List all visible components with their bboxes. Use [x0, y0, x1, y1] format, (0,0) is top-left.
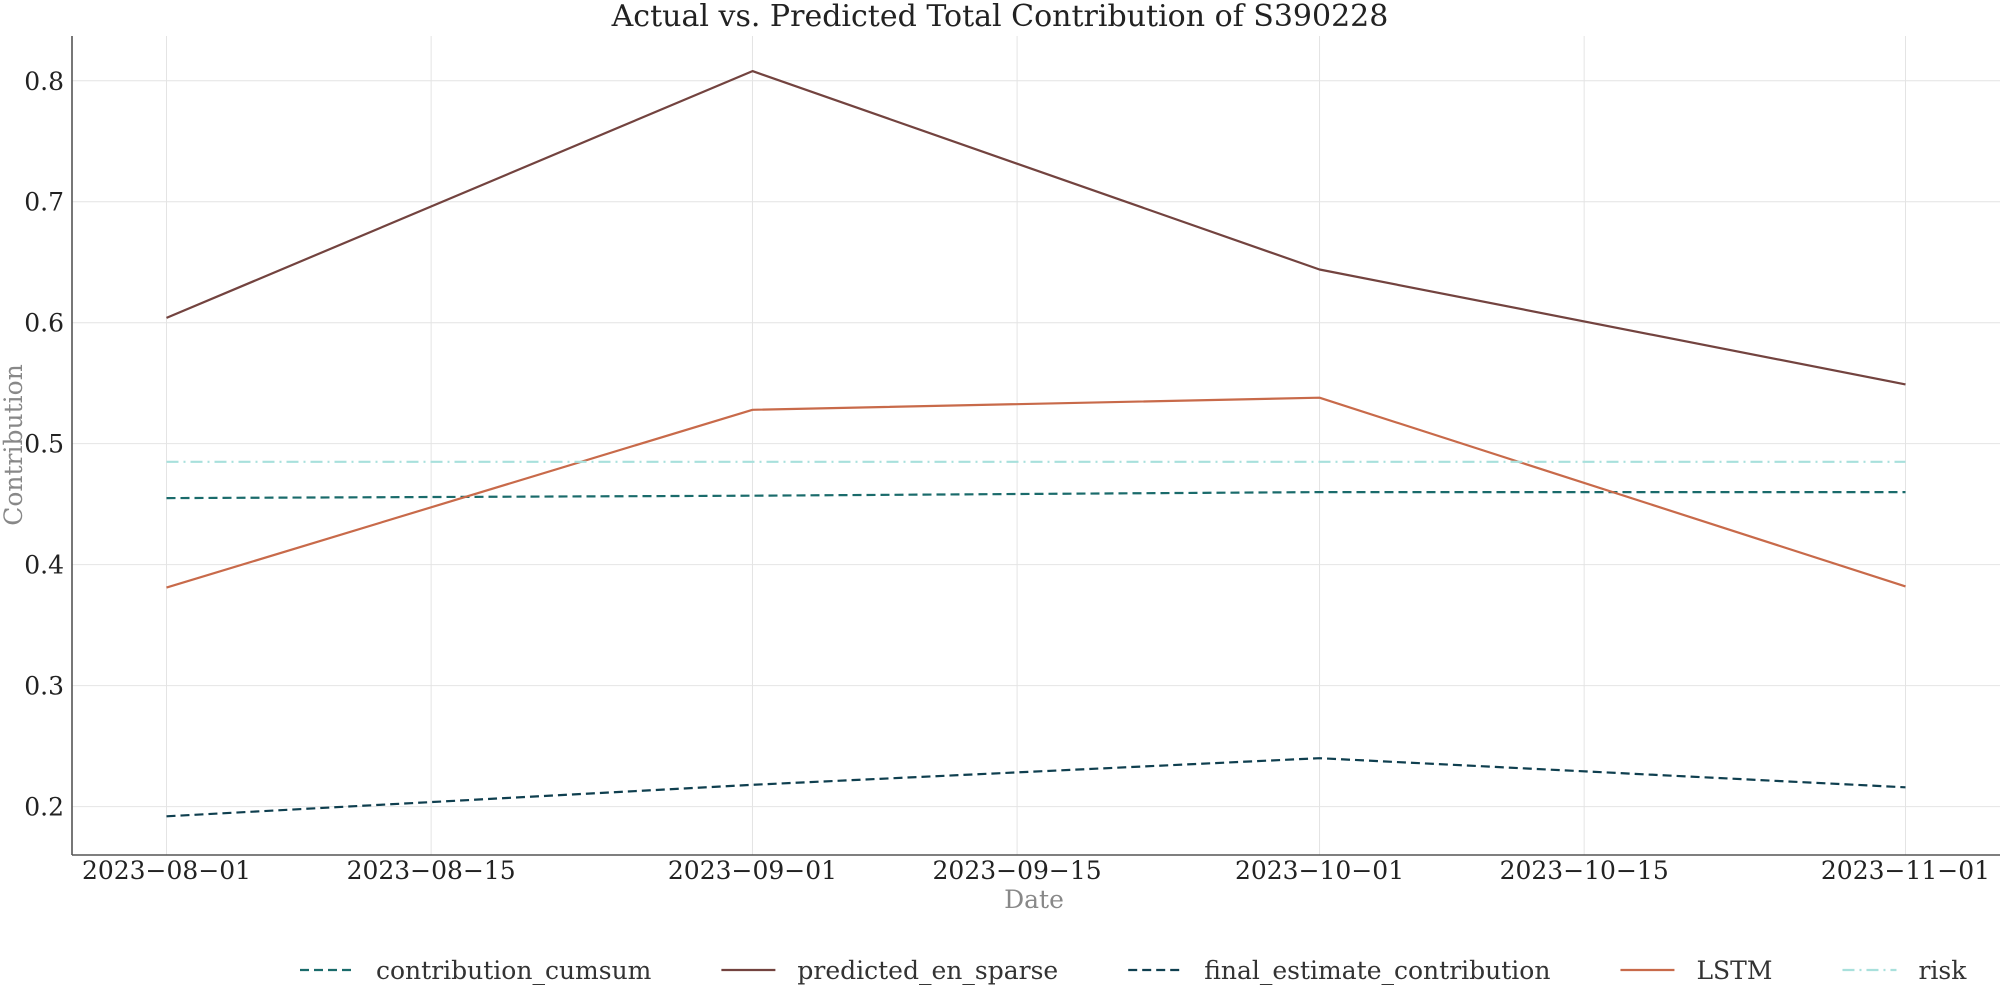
- x-tick-label: 2023−08−01: [82, 856, 251, 885]
- y-tick-label: 0.3: [24, 672, 64, 701]
- x-ticks: 2023−08−01 2023−08−15 2023−09−01 2023−09−15…: [82, 856, 1990, 885]
- legend-label-risk: risk: [1918, 956, 1967, 985]
- y-tick-label: 0.7: [24, 188, 64, 217]
- y-tick-label: 0.6: [24, 309, 64, 338]
- y-ticks: 0.2 0.3 0.4 0.5 0.6 0.7 0.8: [24, 67, 64, 822]
- x-tick-label: 2023−10−15: [1500, 856, 1669, 885]
- x-axis-title: Date: [1004, 885, 1064, 914]
- legend: contribution_cumsum predicted_en_sparse fi…: [300, 956, 1967, 985]
- y-tick-label: 0.2: [24, 793, 64, 822]
- x-tick-label: 2023−11−01: [1821, 856, 1990, 885]
- x-tick-label: 2023−10−01: [1235, 856, 1404, 885]
- y-tick-label: 0.5: [24, 430, 64, 459]
- legend-label-predicted-en-sparse: predicted_en_sparse: [797, 956, 1058, 985]
- legend-label-contribution-cumsum: contribution_cumsum: [376, 956, 652, 985]
- legend-label-lstm: LSTM: [1696, 956, 1772, 985]
- series-line-lstm: [166, 396, 1906, 589]
- legend-label-final-estimate-contribution: final_estimate_contribution: [1204, 956, 1550, 985]
- series-line-predicted-en-sparse: [166, 69, 1906, 386]
- grid: [72, 36, 2000, 855]
- series-lines: [166, 69, 1906, 818]
- series-line-contribution-cumsum: [166, 491, 1906, 500]
- x-tick-label: 2023−08−15: [347, 856, 516, 885]
- axes: [71, 36, 2000, 856]
- y-tick-label: 0.4: [24, 551, 64, 580]
- series-line-final-estimate-contribution: [166, 757, 1906, 818]
- y-tick-label: 0.8: [24, 67, 64, 96]
- chart-title: Actual vs. Predicted Total Contribution …: [611, 0, 1389, 34]
- x-tick-label: 2023−09−01: [668, 856, 837, 885]
- y-axis-title: Contribution: [0, 364, 28, 526]
- x-tick-label: 2023−09−15: [933, 856, 1102, 885]
